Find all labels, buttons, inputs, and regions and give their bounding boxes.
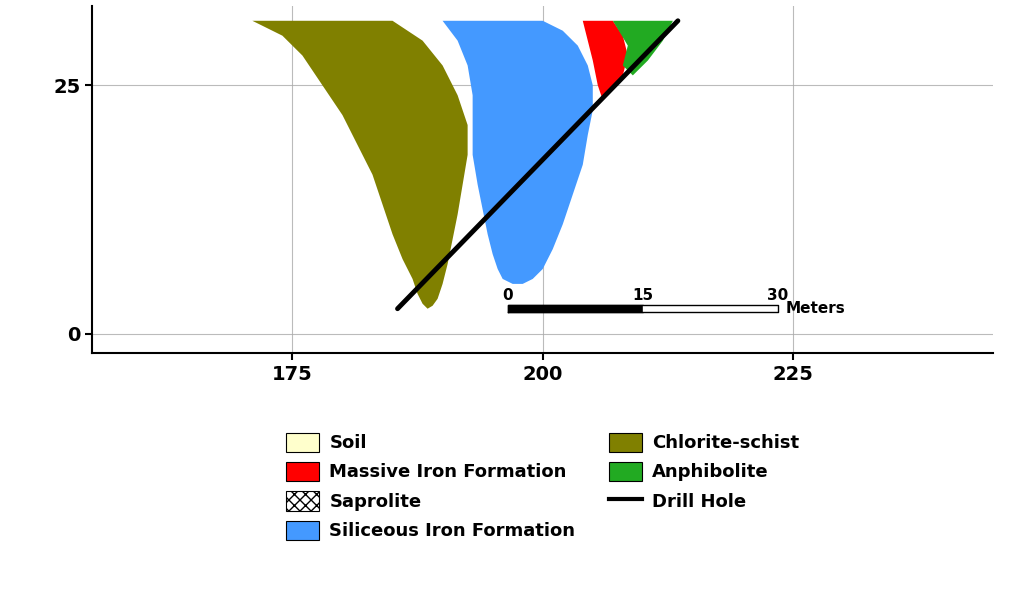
Text: 15: 15	[632, 288, 653, 303]
Legend: Soil, Massive Iron Formation, Saprolite, Siliceous Iron Formation, Chlorite-schi: Soil, Massive Iron Formation, Saprolite,…	[280, 426, 806, 547]
Polygon shape	[212, 21, 468, 309]
Polygon shape	[583, 21, 628, 100]
Polygon shape	[442, 21, 593, 284]
Polygon shape	[612, 21, 673, 75]
Text: Meters: Meters	[786, 301, 846, 316]
Text: 30: 30	[767, 288, 788, 303]
Text: 0: 0	[503, 288, 513, 303]
